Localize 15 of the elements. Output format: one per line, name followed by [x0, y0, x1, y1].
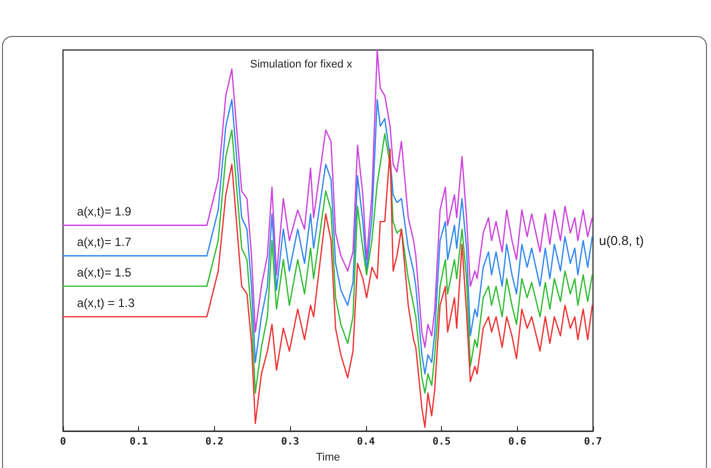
text: Simulation for fixed x	[250, 58, 353, 70]
x-tick-label: 0.3	[281, 436, 300, 448]
x-tick-label: 0.5	[432, 436, 451, 448]
x-axis-title: Time	[316, 452, 340, 464]
x-tick-label: 0.2	[205, 436, 224, 448]
x-tick-label: 0.1	[130, 436, 148, 448]
x-tick-label: 0.6	[508, 436, 526, 448]
x-tick-label: 0.4	[356, 436, 375, 448]
series-label: a(x,t)= 1.5	[77, 265, 132, 280]
x-tick-label: 0.7	[584, 436, 602, 448]
series-label: a(x,t)= 1.9	[77, 204, 132, 218]
x-tick-label: 0	[60, 436, 66, 448]
y-axis-title: u(0.8, t)	[599, 233, 644, 248]
series-label: a(x,t)= 1.7	[77, 234, 132, 249]
series-label: a(x,t) = 1.3	[77, 296, 136, 310]
